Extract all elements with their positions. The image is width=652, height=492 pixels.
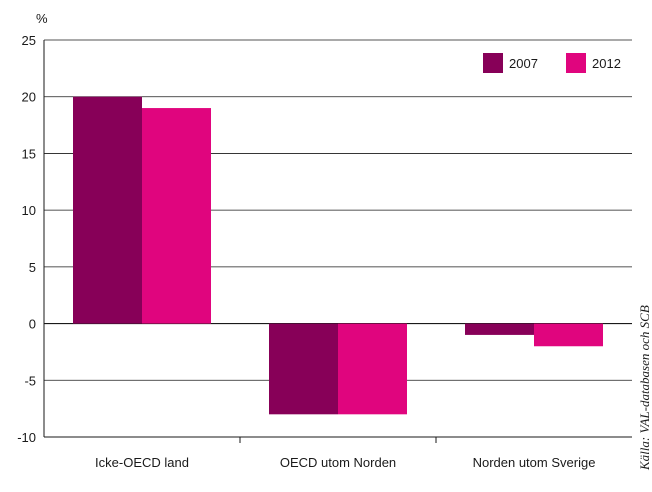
source-note: Källa: VAL-databasen och SCB [637,305,652,471]
y-tick-label: 15 [22,146,36,161]
y-tick-label: -5 [24,373,36,388]
legend-swatch-2012 [566,53,586,73]
axes [43,40,632,443]
category-label: Norden utom Sverige [473,455,596,470]
bar-2007-2 [269,323,338,415]
y-tick-label: 25 [22,33,36,48]
legend-label-2012: 2012 [592,56,621,71]
bar-2012-2 [338,323,407,415]
y-tick-labels: 25 20 15 10 5 0 -5 -10 [17,33,36,445]
bar-2007-1 [73,96,142,324]
y-tick-label: 10 [22,203,36,218]
bar-2012-1 [142,108,211,324]
y-tick-label: 20 [22,90,36,105]
y-tick-label: 0 [29,317,36,332]
legend-swatch-2007 [483,53,503,73]
legend: 2007 2012 [483,53,621,73]
category-label: Icke-OECD land [95,455,189,470]
bar-2012-3 [534,323,603,347]
category-label: OECD utom Norden [280,455,396,470]
y-unit-label: % [36,11,48,26]
category-labels: Icke-OECD land OECD utom Norden Norden uto… [95,455,595,470]
legend-label-2007: 2007 [509,56,538,71]
y-tick-label: -10 [17,430,36,445]
bar-2007-3 [465,323,534,335]
y-tick-label: 5 [29,260,36,275]
bars [73,96,603,415]
